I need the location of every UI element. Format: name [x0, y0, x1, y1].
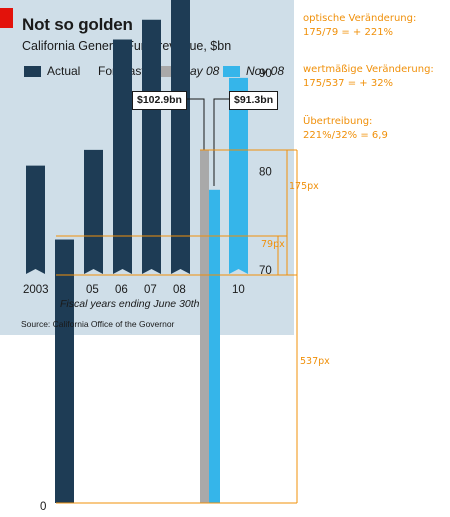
bar-actual-07	[142, 19, 161, 275]
legend-label-actual: Actual	[47, 64, 81, 78]
x-tick-08: 08	[173, 284, 186, 296]
x-tick-10: 10	[232, 284, 245, 296]
callout-may: $102.9bn	[132, 91, 187, 110]
bar-actual-2003	[26, 165, 45, 274]
callout-nov-leader	[213, 98, 229, 186]
legend-label-nov: Nov 08	[246, 64, 285, 78]
bar-actual-05	[84, 149, 103, 274]
annotation-exaggeration: Übertreibung: 221%/32% = 6,9	[303, 115, 388, 143]
x-tick-06: 06	[115, 284, 128, 296]
bar-nov-2010	[229, 77, 248, 274]
annotation-optical-change-value: 175/79 = + 221%	[303, 27, 394, 38]
callout-may-leader	[186, 98, 205, 150]
chart-title: Not so golden	[22, 15, 133, 34]
legend-swatch-actual	[24, 66, 41, 77]
y-tick-80: 80	[259, 167, 272, 179]
bar-may-09-full-scale	[200, 150, 209, 503]
y-tick-zero-full-scale: 0	[40, 501, 46, 513]
bar-actual-06	[113, 39, 132, 275]
annotation-value-change: wertmäßige Veränderung: 175/537 = + 32%	[303, 63, 434, 91]
x-tick-2003: 2003	[23, 284, 49, 296]
brand-red-tag	[0, 8, 13, 28]
callout-nov: $91.3bn	[229, 91, 279, 110]
annotation-value-change-title: wertmäßige Veränderung:	[303, 64, 434, 75]
annotation-exaggeration-value: 221%/32% = 6,9	[303, 130, 388, 141]
bar-actual-08	[171, 0, 190, 274]
y-tick-90: 90	[259, 68, 272, 80]
annotation-optical-change-title: optische Veränderung:	[303, 13, 417, 24]
label-175px: 175px	[289, 181, 319, 192]
label-79px: 79px	[261, 239, 285, 250]
label-537px: 537px	[300, 356, 330, 367]
source-note: Source: California Office of the Governo…	[21, 319, 175, 329]
annotation-value-change-value: 175/537 = + 32%	[303, 78, 394, 89]
legend-swatch-nov	[223, 66, 240, 77]
x-tick-07: 07	[144, 284, 157, 296]
bar-actual-04-full-scale	[55, 239, 74, 503]
y-tick-70: 70	[259, 265, 272, 277]
annotation-optical-change: optische Veränderung: 175/79 = + 221%	[303, 12, 416, 40]
legend-swatch-may	[157, 66, 174, 77]
x-axis-note: Fiscal years ending June 30th	[60, 298, 200, 310]
annotation-exaggeration-title: Übertreibung:	[303, 116, 373, 127]
x-tick-05: 05	[86, 284, 99, 296]
bar-nov-09-full-scale	[209, 189, 220, 503]
